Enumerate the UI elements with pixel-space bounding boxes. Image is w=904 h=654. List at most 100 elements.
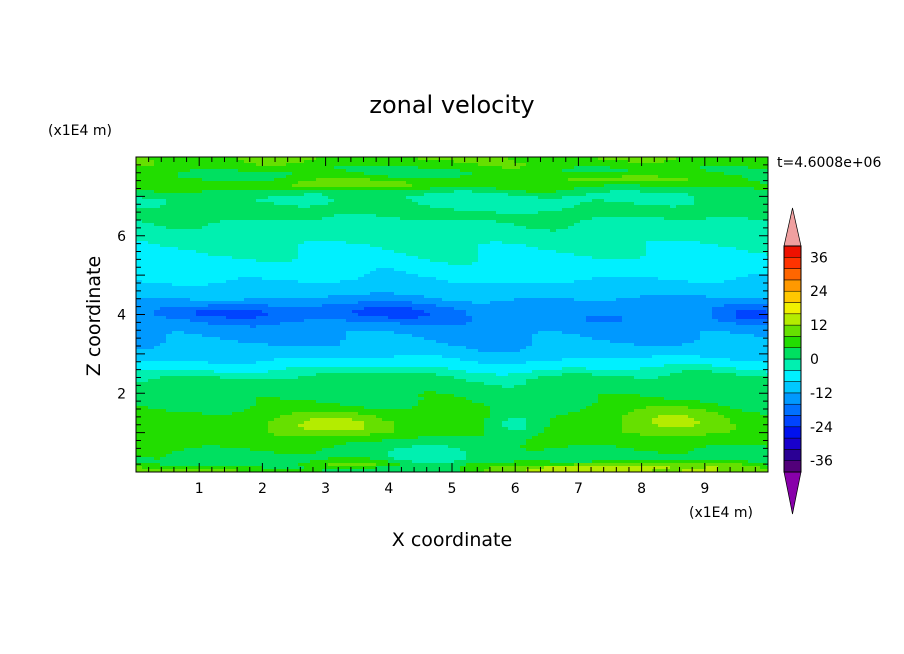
field-cell (694, 262, 701, 266)
field-cell (430, 286, 437, 290)
field-cell (184, 268, 191, 272)
field-cell (376, 217, 383, 221)
field-cell (436, 292, 443, 296)
field-cell (292, 262, 299, 266)
field-cell (178, 220, 185, 224)
field-cell (412, 238, 419, 242)
field-cell (760, 271, 767, 275)
field-cell (592, 184, 599, 188)
field-cell (496, 259, 503, 263)
field-cell (514, 238, 521, 242)
field-cell (460, 211, 467, 215)
field-cell (538, 169, 545, 173)
field-cell (286, 217, 293, 221)
field-cell (388, 223, 395, 227)
field-cell (568, 205, 575, 209)
field-cell (166, 199, 173, 203)
field-cell (496, 163, 503, 167)
field-cell (256, 205, 263, 209)
field-cell (406, 238, 413, 242)
field-cell (310, 253, 317, 257)
field-cell (646, 217, 653, 221)
field-cell (292, 259, 299, 263)
field-cell (508, 244, 515, 248)
field-cell (196, 178, 203, 182)
field-cell (412, 187, 419, 191)
field-cell (502, 265, 509, 269)
field-cell (652, 157, 659, 161)
field-cell (610, 238, 617, 242)
field-cell (670, 208, 677, 212)
field-cell (550, 217, 557, 221)
field-cell (232, 271, 239, 275)
field-cell (694, 163, 701, 167)
field-cell (256, 292, 263, 296)
field-cell (478, 199, 485, 203)
field-cell (760, 157, 767, 161)
field-cell (742, 229, 749, 233)
field-cell (244, 202, 251, 206)
field-cell (700, 244, 707, 248)
field-cell (346, 163, 353, 167)
field-cell (748, 238, 755, 242)
field-cell (280, 175, 287, 179)
field-cell (172, 199, 179, 203)
field-cell (538, 238, 545, 242)
field-cell (526, 265, 533, 269)
field-cell (142, 220, 149, 224)
field-cell (406, 166, 413, 170)
field-cell (508, 229, 515, 233)
field-cell (340, 226, 347, 230)
field-cell (610, 259, 617, 263)
field-cell (592, 277, 599, 281)
field-cell (766, 277, 769, 281)
field-cell (676, 220, 683, 224)
field-cell (178, 232, 185, 236)
field-cell (172, 196, 179, 200)
field-cell (400, 226, 407, 230)
field-cell (436, 229, 443, 233)
field-cell (538, 280, 545, 284)
field-cell (394, 265, 401, 269)
field-cell (748, 190, 755, 194)
field-cell (610, 268, 617, 272)
field-cell (730, 202, 737, 206)
field-cell (196, 226, 203, 230)
field-cell (736, 184, 743, 188)
field-cell (286, 295, 293, 299)
field-cell (700, 250, 707, 254)
field-cell (586, 163, 593, 167)
field-cell (412, 229, 419, 233)
field-cell (496, 187, 503, 191)
field-cell (262, 253, 269, 257)
field-cell (322, 247, 329, 251)
field-cell (190, 262, 197, 266)
field-cell (178, 238, 185, 242)
field-cell (718, 271, 725, 275)
field-cell (304, 277, 311, 281)
field-cell (592, 223, 599, 227)
field-cell (580, 208, 587, 212)
field-cell (484, 244, 491, 248)
field-cell (646, 214, 653, 218)
field-cell (550, 232, 557, 236)
field-cell (490, 235, 497, 239)
field-cell (196, 172, 203, 176)
field-cell (310, 244, 317, 248)
field-cell (676, 286, 683, 290)
field-cell (376, 244, 383, 248)
field-cell (586, 244, 593, 248)
field-cell (184, 175, 191, 179)
field-cell (724, 253, 731, 257)
field-cell (562, 271, 569, 275)
field-cell (358, 199, 365, 203)
field-cell (190, 232, 197, 236)
field-cell (538, 178, 545, 182)
field-cell (406, 220, 413, 224)
field-cell (508, 253, 515, 257)
field-cell (472, 274, 479, 278)
field-cell (760, 232, 767, 236)
field-cell (232, 181, 239, 185)
field-cell (550, 205, 557, 209)
field-cell (262, 202, 269, 206)
